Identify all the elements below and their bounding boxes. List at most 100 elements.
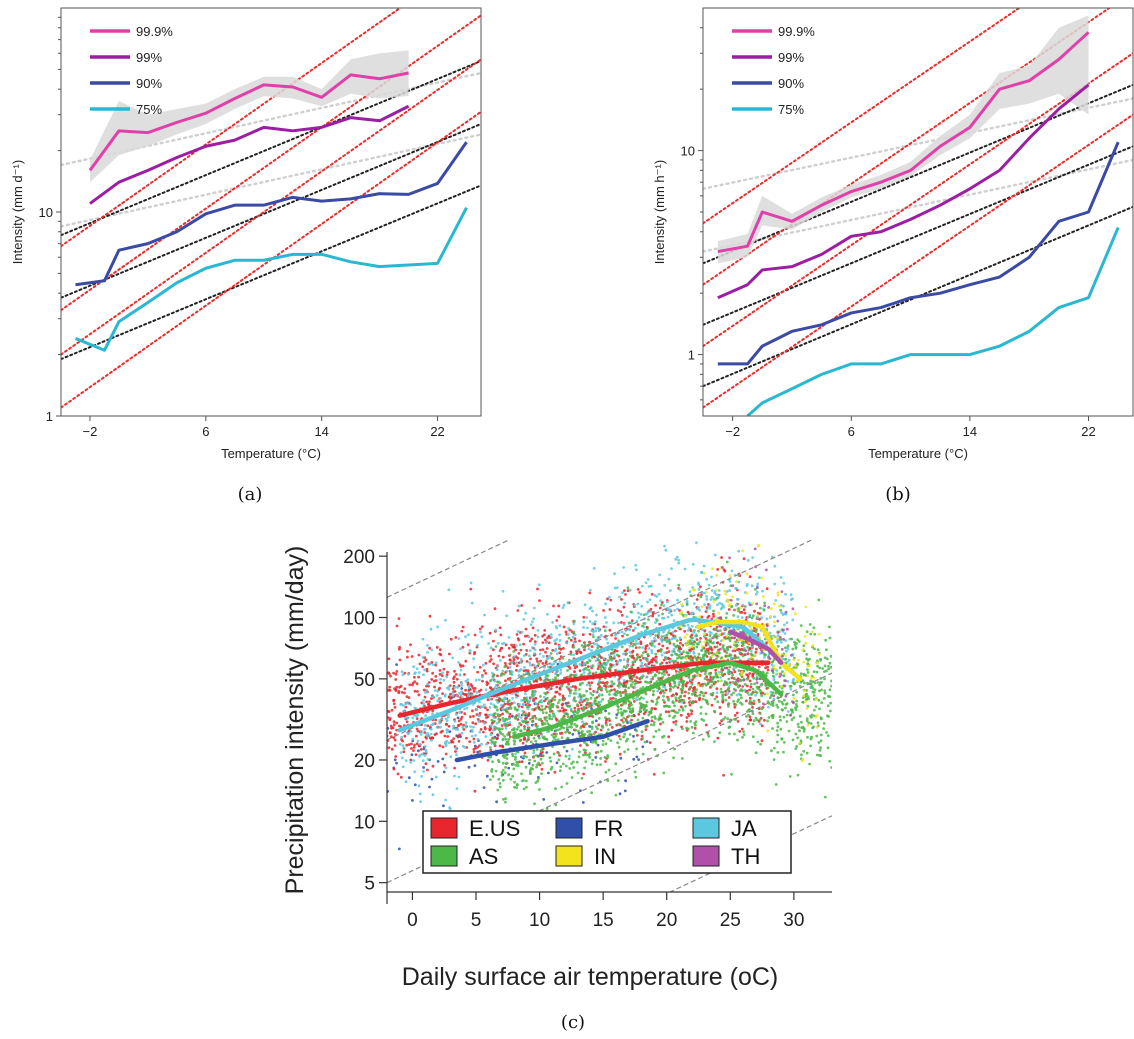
panel-c-point-fr [571,732,575,736]
panel-c-point-as [699,595,703,598]
panel-c-point-as [732,677,736,680]
panel-c-point-ja [439,677,442,681]
panel-c-point-as [828,688,832,692]
panel-c-point-ja [686,623,690,627]
panel-c-point-eus [388,689,392,692]
panel-c-point-as [629,679,632,683]
panel-c-point-as [660,689,664,692]
panel-c-point-eus [596,667,600,671]
panel-c-point-eus [679,641,682,645]
panel-a-series-99-line [89,104,410,205]
panel-c-point-as [587,668,591,672]
panel-c-point-ja [546,612,549,616]
panel-c-point-as [578,734,582,738]
panel-c-point-eus [676,661,680,665]
panel-c-point-ja [505,669,509,673]
panel-c-point-as [806,671,810,674]
panel-c-point-as [491,760,494,764]
panel-c-point-as [502,798,505,801]
panel-c-point-as [676,711,679,714]
panel-c-point-ja [522,654,526,657]
panel-c-point-eus [753,626,756,630]
panel-c-point-eus [508,662,512,666]
panel-c-point-as [639,707,642,711]
panel-c-point-fr [531,723,534,727]
panel-c-point-as [823,689,827,693]
panel-c-point-ja [574,692,578,695]
panel-c-point-in [712,599,716,603]
panel-c-point-as [812,725,815,729]
panel-c-point-ja [501,589,505,593]
panel-c-point-eus [698,698,701,702]
panel-c-point-as [727,668,731,672]
panel-c-point-as [505,757,509,760]
panel-c-point-as [535,725,539,728]
panel-c-point-as [763,692,766,696]
panel-c-point-eus [438,686,441,690]
panel-c-point-ja [567,627,570,630]
panel-c-point-ja [528,661,532,665]
panel-c-point-eus [644,647,647,651]
panel-c-point-eus [479,728,483,731]
panel-c-point-as [695,694,699,698]
panel-c-point-as [829,665,832,669]
panel-c-point-ja [495,668,499,672]
panel-c-point-as [823,795,827,799]
panel-c-point-eus [631,654,635,658]
panel-c-point-as [583,733,587,736]
panel-c-point-eus [527,712,531,715]
panel-c-point-in [757,543,760,547]
panel-c-point-ja [555,638,559,641]
panel-c-point-ja [460,690,463,694]
panel-c-point-eus [441,692,444,695]
panel-c-point-as [659,717,663,721]
panel-c-point-fr [430,777,434,781]
panel-c-point-ja [779,576,783,579]
panel-c-point-eus [463,712,467,716]
panel-c-point-ja [645,675,649,679]
panel-c-point-eus [387,746,391,750]
panel-c-point-as [557,701,560,705]
panel-c-point-as [640,675,644,679]
panel-c-point-ja [419,800,422,803]
panel-c-point-ja [571,635,575,639]
panel-c-point-as [582,706,586,709]
panel-c-point-ja [489,698,492,701]
panel-c-point-ja [678,587,682,591]
panel-c-point-eus [426,768,429,772]
panel-c-point-as [811,690,815,694]
panel-c-point-ja [422,728,426,731]
panel-c-point-eus [622,605,626,609]
panel-c-point-eus [417,693,421,697]
panel-c-point-as [775,740,779,744]
panel-c-point-ja [613,572,616,576]
panel-c-point-as [816,648,820,652]
panel-c-point-ja [522,618,526,621]
panel-c-point-as [492,737,495,740]
panel-c-point-as [650,642,654,646]
panel-c-point-ja [527,700,531,704]
panel-c-point-as [504,753,508,757]
panel-c-point-eus [400,691,404,694]
panel-c-point-as [782,750,785,754]
panel-c-point-as [601,743,605,746]
panel-c-point-ja [445,730,449,734]
panel-c-point-as [605,682,609,686]
panel-c-point-ja [451,656,454,660]
panel-c-point-ja [568,694,571,698]
panel-c-point-as [704,698,708,702]
panel-c-point-as [524,779,528,783]
panel-c-point-eus [457,719,461,723]
panel-c-point-th [755,681,759,685]
panel-c-point-as [588,659,592,663]
panel-c-point-as [721,645,725,649]
panel-c-point-as [764,653,767,657]
panel-c-point-as [607,685,611,688]
panel-c-point-eus [409,643,412,647]
panel-c-point-ja [481,663,485,667]
panel-c-point-as [522,787,526,791]
panel-c-point-as [554,738,558,742]
panel-c-point-eus [578,669,582,673]
panel-a-series-75-line [74,206,468,352]
panel-c-point-eus [433,685,436,689]
